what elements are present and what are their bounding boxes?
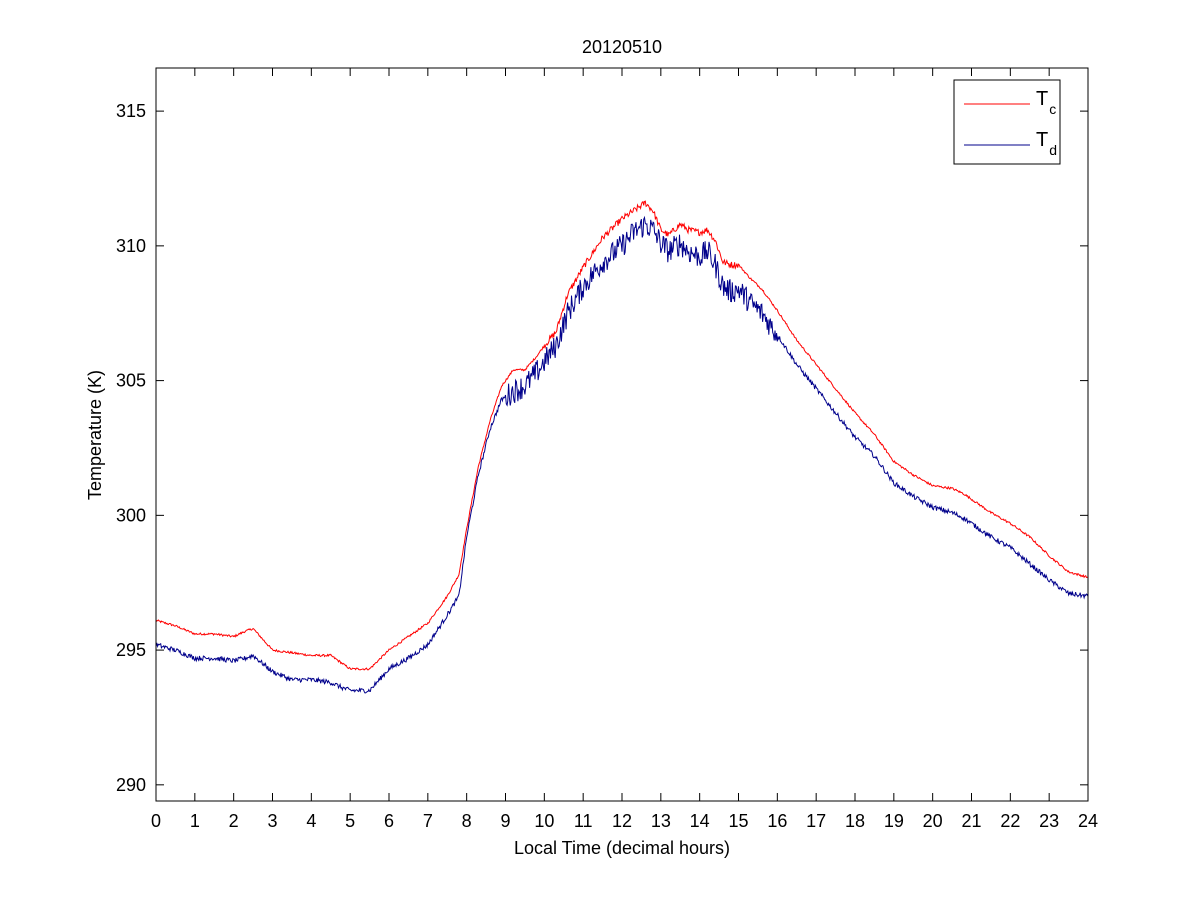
x-tick-label: 17	[806, 811, 826, 831]
x-tick-label: 7	[423, 811, 433, 831]
x-tick-label: 13	[651, 811, 671, 831]
x-tick-label: 11	[574, 811, 593, 831]
x-tick-label: 3	[267, 811, 277, 831]
x-tick-label: 24	[1078, 811, 1098, 831]
y-tick-label: 300	[116, 505, 146, 525]
plot-area	[156, 68, 1088, 801]
series-line-Tc	[155, 200, 1089, 671]
x-tick-label: 21	[961, 811, 981, 831]
x-tick-label: 19	[884, 811, 904, 831]
y-tick-label: 295	[116, 640, 146, 660]
series-layer	[155, 200, 1089, 694]
x-tick-label: 16	[767, 811, 787, 831]
x-axis-ticks: 0 1 2 3 4 5 6 7 8 9 10 11 12 13 14 15 16 17 18 19 20 21 22 23 24	[151, 68, 1098, 831]
x-tick-label: 5	[345, 811, 355, 831]
y-tick-label: 310	[116, 236, 146, 256]
series-line-Td	[155, 215, 1089, 694]
x-tick-label: 15	[728, 811, 748, 831]
x-tick-label: 10	[534, 811, 554, 831]
x-tick-label: 9	[500, 811, 510, 831]
legend-subscript: c	[1049, 101, 1056, 117]
x-tick-label: 18	[845, 811, 865, 831]
x-tick-label: 6	[384, 811, 394, 831]
x-tick-label: 23	[1039, 811, 1059, 831]
x-tick-label: 2	[229, 811, 239, 831]
y-tick-label: 305	[116, 371, 146, 391]
x-tick-label: 4	[306, 811, 316, 831]
legend-subscript: d	[1049, 142, 1057, 158]
x-axis-label: Local Time (decimal hours)	[514, 838, 730, 858]
x-tick-label: 1	[190, 811, 200, 831]
y-tick-label: 315	[116, 101, 146, 121]
x-tick-label: 20	[923, 811, 943, 831]
x-tick-label: 14	[690, 811, 710, 831]
y-axis-ticks: 290 295 300 305 310 315	[116, 101, 1088, 795]
x-tick-label: 22	[1000, 811, 1020, 831]
chart-title: 20120510	[582, 37, 662, 57]
x-tick-label: 0	[151, 811, 161, 831]
x-tick-label: 12	[612, 811, 632, 831]
legend-box	[953, 79, 1061, 165]
y-tick-label: 290	[116, 775, 146, 795]
y-axis-label: Temperature (K)	[85, 370, 105, 500]
x-tick-label: 8	[462, 811, 472, 831]
